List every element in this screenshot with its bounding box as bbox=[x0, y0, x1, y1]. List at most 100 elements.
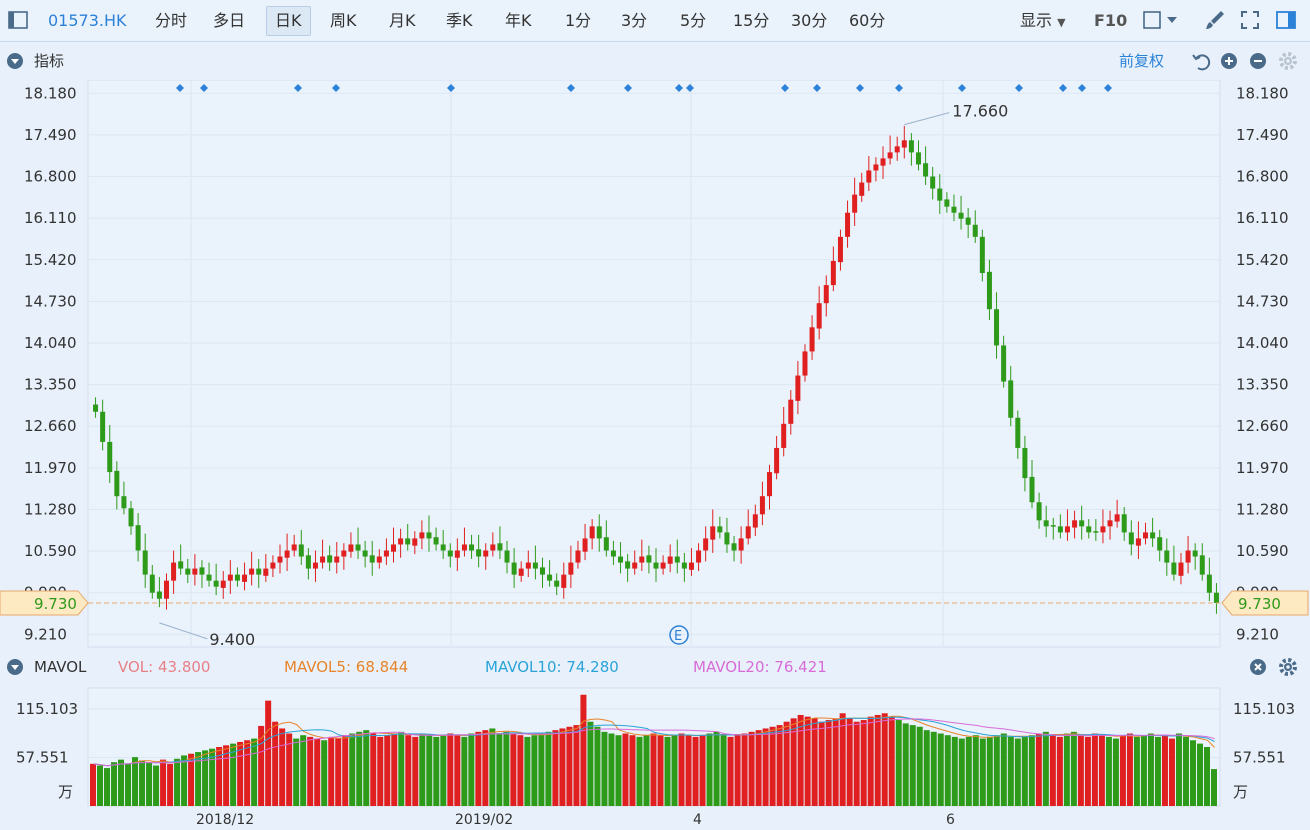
event-marker-icon[interactable] bbox=[813, 84, 821, 92]
event-marker-icon[interactable] bbox=[895, 84, 903, 92]
adjust-mode-button[interactable]: 前复权 bbox=[1119, 52, 1165, 70]
low-annotation-line bbox=[159, 622, 208, 640]
period-tab-5min[interactable]: 5分 bbox=[680, 11, 707, 30]
candle-body bbox=[866, 170, 872, 183]
period-tab-yearly[interactable]: 年K bbox=[505, 11, 532, 30]
volume-bar bbox=[300, 735, 307, 806]
display-menu[interactable]: 显示 ▼ bbox=[1020, 0, 1066, 41]
volume-bar bbox=[972, 735, 979, 806]
event-marker-icon[interactable] bbox=[447, 84, 455, 92]
volume-bar bbox=[853, 721, 860, 806]
volume-bar bbox=[524, 736, 531, 806]
event-e-icon[interactable] bbox=[669, 625, 689, 645]
low-price-label: 9.400 bbox=[209, 630, 255, 648]
period-tab-3min[interactable]: 3分 bbox=[621, 11, 648, 30]
f10-button[interactable]: F10 bbox=[1094, 11, 1128, 30]
volume-bar bbox=[685, 735, 692, 806]
candle-body bbox=[1213, 592, 1219, 603]
event-marker-icon[interactable] bbox=[1015, 84, 1023, 92]
event-marker-icon[interactable] bbox=[294, 84, 302, 92]
collapse-icon[interactable] bbox=[7, 53, 23, 69]
volume-indicator-label[interactable]: MAVOL bbox=[34, 658, 87, 676]
volume-bar bbox=[314, 738, 321, 806]
event-marker-icon[interactable] bbox=[1104, 84, 1112, 92]
period-tab-30min[interactable]: 30分 bbox=[791, 11, 828, 30]
volume-bar bbox=[377, 736, 384, 806]
volume-bar bbox=[1126, 733, 1133, 806]
indicator-bar: 指标 前复权 bbox=[0, 42, 1310, 80]
candle-body bbox=[121, 496, 127, 509]
volume-bar bbox=[251, 738, 258, 806]
close-icon[interactable] bbox=[1250, 659, 1266, 675]
period-tab-multiday[interactable]: 多日 bbox=[213, 11, 246, 30]
zoom-out-icon[interactable] bbox=[1250, 53, 1266, 69]
mavol10-value: MAVOL10: 74.280 bbox=[485, 658, 619, 676]
event-marker-icon[interactable] bbox=[1078, 84, 1086, 92]
settings-gear-icon[interactable] bbox=[1276, 49, 1300, 73]
price-axis-label-left: 14.040 bbox=[24, 334, 77, 352]
candle-body bbox=[979, 236, 985, 274]
volume-bar bbox=[1140, 735, 1147, 806]
volume-bar bbox=[573, 725, 580, 806]
event-marker-icon[interactable] bbox=[781, 84, 789, 92]
candle-body bbox=[100, 411, 106, 442]
candle-body bbox=[305, 555, 311, 569]
event-marker-icon[interactable] bbox=[958, 84, 966, 92]
price-axis-label-left: 13.350 bbox=[24, 376, 77, 394]
candle-body bbox=[923, 163, 929, 177]
candle-body bbox=[93, 404, 99, 412]
fullscreen-icon[interactable] bbox=[1238, 8, 1262, 32]
volume-bar bbox=[489, 728, 496, 806]
draw-brush-icon[interactable] bbox=[1203, 8, 1227, 32]
candle-body bbox=[1135, 538, 1141, 546]
volume-bar bbox=[1196, 743, 1203, 806]
period-tab-60min[interactable]: 60分 bbox=[849, 11, 886, 30]
sidebar-toggle-icon[interactable] bbox=[6, 8, 30, 32]
volume-chart[interactable]: 115.103 115.103 57.551 57.551 万 万 2018/12 2019/… bbox=[0, 686, 1310, 830]
event-marker-icon[interactable] bbox=[200, 84, 208, 92]
event-marker-icon[interactable] bbox=[567, 84, 575, 92]
event-marker-icon[interactable] bbox=[624, 84, 632, 92]
volume-bar bbox=[1091, 733, 1098, 806]
candle-body bbox=[405, 538, 411, 545]
volume-bar bbox=[468, 733, 475, 806]
indicator-label[interactable]: 指标 bbox=[34, 52, 65, 70]
candle-body bbox=[738, 538, 744, 551]
volume-settings-gear-icon[interactable] bbox=[1276, 655, 1300, 679]
period-tab-quarterly[interactable]: 季K bbox=[446, 11, 473, 30]
stock-symbol[interactable]: 01573.HK bbox=[48, 11, 127, 30]
undo-icon[interactable] bbox=[1190, 50, 1214, 74]
event-marker-icon[interactable] bbox=[675, 84, 683, 92]
period-tab-15min[interactable]: 15分 bbox=[733, 11, 770, 30]
volume-bar bbox=[741, 733, 748, 806]
event-marker-icon[interactable] bbox=[1059, 84, 1067, 92]
event-marker-icon[interactable] bbox=[686, 84, 694, 92]
panel-toggle-icon[interactable] bbox=[1274, 8, 1298, 32]
period-tab-daily[interactable]: 日K bbox=[266, 6, 311, 36]
event-marker-icon[interactable] bbox=[332, 84, 340, 92]
volume-bar bbox=[1154, 736, 1161, 806]
period-tab-intraday[interactable]: 分时 bbox=[155, 11, 188, 30]
price-axis-label-left: 18.180 bbox=[24, 84, 77, 102]
candle-body bbox=[391, 544, 397, 552]
candlestick-chart[interactable]: 18.180 18.180 17.490 17.490 16.800 16.800 16.1… bbox=[0, 80, 1310, 648]
volume-bar bbox=[279, 728, 286, 806]
candle-body bbox=[192, 568, 198, 575]
event-marker-icon[interactable] bbox=[176, 84, 184, 92]
mavol20-line bbox=[93, 718, 1215, 767]
period-tab-1min[interactable]: 1分 bbox=[565, 11, 592, 30]
chart-type-dropdown[interactable] bbox=[1141, 8, 1183, 32]
vol-value: VOL: 43.800 bbox=[118, 658, 211, 676]
volume-bar bbox=[125, 763, 132, 806]
volume-collapse-icon[interactable] bbox=[7, 659, 23, 675]
volume-bar bbox=[118, 759, 125, 806]
candle-body bbox=[554, 580, 560, 587]
toolbar: 01573.HK 分时 多日 日K 周K 月K 季K 年K 1分 3分 5分 1… bbox=[0, 0, 1310, 42]
candle-body bbox=[816, 303, 822, 329]
candle-body bbox=[298, 544, 304, 557]
period-tab-weekly[interactable]: 周K bbox=[330, 11, 357, 30]
period-tab-monthly[interactable]: 月K bbox=[389, 11, 416, 30]
zoom-in-icon[interactable] bbox=[1221, 53, 1237, 69]
event-marker-icon[interactable] bbox=[856, 84, 864, 92]
price-axis-label-left: 11.970 bbox=[24, 459, 77, 477]
